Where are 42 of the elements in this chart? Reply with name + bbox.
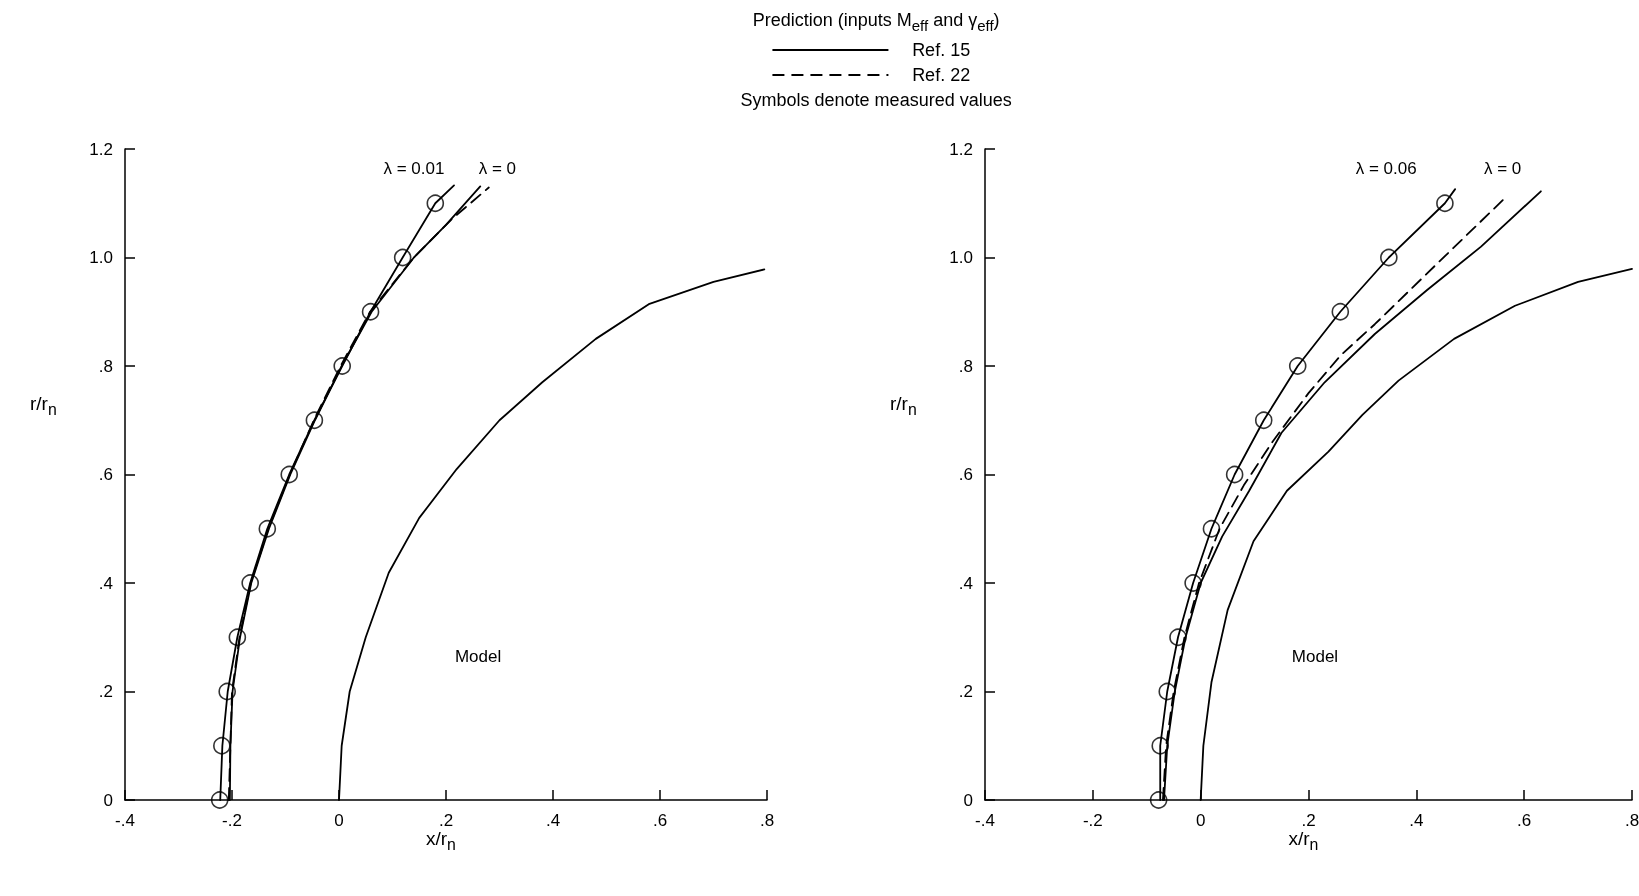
y-tick-label: .8: [958, 356, 973, 376]
y-tick-label: .6: [958, 465, 973, 484]
y-axis-title: r/r$_{n}$: [30, 393, 57, 419]
y-tick-label: 1.2: [89, 139, 113, 159]
y-tick-label: .2: [98, 682, 113, 701]
y-tick-label: 1.2: [949, 139, 973, 159]
x-axis-title: x/r$_{n}$: [426, 828, 456, 854]
x-tick-label: 0: [1195, 811, 1206, 830]
x-tick-label: -.2: [222, 811, 242, 830]
x-axis-title: x/r$_{n}$: [1288, 828, 1319, 854]
annotation: Model: [454, 647, 502, 667]
y-tick-label: 0: [103, 790, 113, 810]
annotation: λ = 0.06: [1355, 159, 1417, 179]
annotation: Model: [1291, 647, 1339, 667]
y-tick-label: .8: [98, 356, 113, 376]
x-tick-label: .2: [438, 811, 454, 830]
x-tick-label: .4: [545, 811, 561, 830]
y-tick-label: .2: [958, 682, 973, 701]
legend-title: Prediction (inputs M$_{eff}$ and γ$_{eff}$): [751, 9, 1001, 36]
text: Ref. 22: [912, 63, 972, 87]
x-tick-label: .8: [759, 811, 775, 830]
y-tick-label: .4: [98, 573, 113, 593]
y-tick-label: 1.0: [949, 248, 973, 267]
x-tick-label: .4: [1409, 811, 1424, 830]
x-tick-label: .8: [1624, 811, 1639, 830]
x-tick-label: .6: [1517, 811, 1532, 830]
text: Symbols denote measured values: [740, 88, 1012, 112]
annotation: λ = 0: [478, 159, 517, 179]
x-tick-label: -.4: [975, 811, 995, 830]
x-tick-label: 0: [334, 811, 344, 830]
y-tick-label: .6: [98, 465, 113, 484]
x-tick-label: -.4: [115, 811, 135, 830]
y-tick-label: 1.0: [89, 248, 113, 267]
text: Ref. 15: [912, 38, 972, 62]
annotation: λ = 0: [1483, 159, 1522, 179]
y-axis-title: r/r$_{n}$: [890, 393, 917, 419]
x-tick-label: -.2: [1082, 811, 1103, 830]
x-tick-label: .2: [1301, 811, 1316, 830]
y-tick-label: .4: [958, 573, 973, 593]
x-tick-label: .6: [652, 811, 668, 830]
y-tick-label: 0: [963, 790, 973, 810]
annotation: λ = 0.01: [383, 159, 445, 179]
